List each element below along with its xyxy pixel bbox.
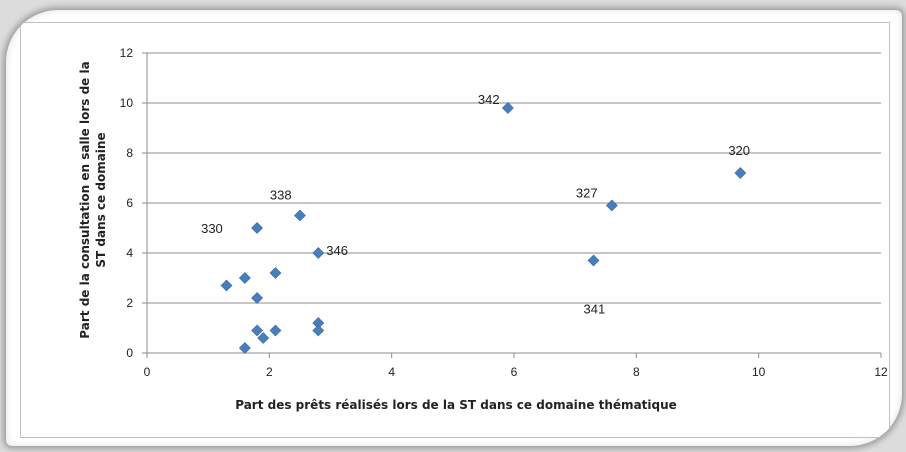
- data-point-1: [501, 102, 514, 114]
- y-tick-label: 10: [120, 96, 134, 110]
- y-tick-label: 6: [126, 196, 133, 210]
- y-axis-title-line2: ST dans ce domaine: [94, 132, 108, 267]
- data-point-4: [587, 254, 600, 267]
- data-point-8: [220, 279, 233, 292]
- data-point-9: [238, 272, 251, 284]
- x-tick-labels: 0 2 4 6 8 10 12: [144, 365, 888, 379]
- y-tick-label: 8: [126, 146, 133, 160]
- data-label-341: 341: [584, 302, 606, 317]
- data-label-346: 346: [326, 243, 348, 258]
- y-tick-label: 0: [126, 346, 133, 360]
- data-point-16: [257, 332, 270, 344]
- data-point-14: [251, 324, 264, 337]
- x-tick-label: 10: [752, 365, 766, 379]
- data-point-11: [251, 292, 264, 304]
- x-tick-label: 6: [511, 365, 518, 379]
- data-point-7: [312, 247, 325, 259]
- data-label-327: 327: [576, 186, 598, 201]
- x-tick-label: 0: [144, 365, 151, 379]
- chart-area: 0 2 4 6 8 10 12 0 2 4 6 8 10 12 342 320 327 341 338 330 34…: [20, 22, 890, 438]
- data-points: [220, 102, 747, 354]
- data-point-2: [734, 167, 747, 179]
- grid-lines: [147, 52, 881, 304]
- data-point-17: [238, 342, 251, 354]
- x-tick-label: 8: [633, 365, 640, 379]
- data-point-5: [293, 209, 306, 222]
- data-point-3: [605, 199, 618, 212]
- y-tick-label: 12: [120, 46, 134, 60]
- chart-frame: 0 2 4 6 8 10 12 0 2 4 6 8 10 12 342 320 327 341 338 330 34…: [6, 10, 902, 446]
- axes: [142, 52, 882, 358]
- data-point-13: [312, 324, 325, 337]
- data-point-6: [251, 222, 264, 234]
- data-label-342: 342: [478, 92, 500, 107]
- x-axis-title: Part des prêts réalisés lors de la ST da…: [235, 398, 677, 412]
- data-point-15: [269, 324, 282, 337]
- y-tick-labels: 0 2 4 6 8 10 12: [120, 46, 134, 360]
- data-point-10: [269, 267, 282, 279]
- y-tick-label: 2: [126, 296, 133, 310]
- y-axis-title-line1: Part de la consultation en salle lors de…: [78, 61, 92, 338]
- x-tick-label: 12: [874, 365, 888, 379]
- y-tick-label: 4: [126, 246, 133, 260]
- data-label-338: 338: [270, 188, 292, 203]
- data-labels: 342 320 327 341 338 330 346: [201, 92, 750, 317]
- x-tick-label: 4: [388, 365, 395, 379]
- data-label-320: 320: [728, 143, 750, 158]
- x-tick-label: 2: [266, 365, 273, 379]
- data-label-330: 330: [201, 221, 223, 236]
